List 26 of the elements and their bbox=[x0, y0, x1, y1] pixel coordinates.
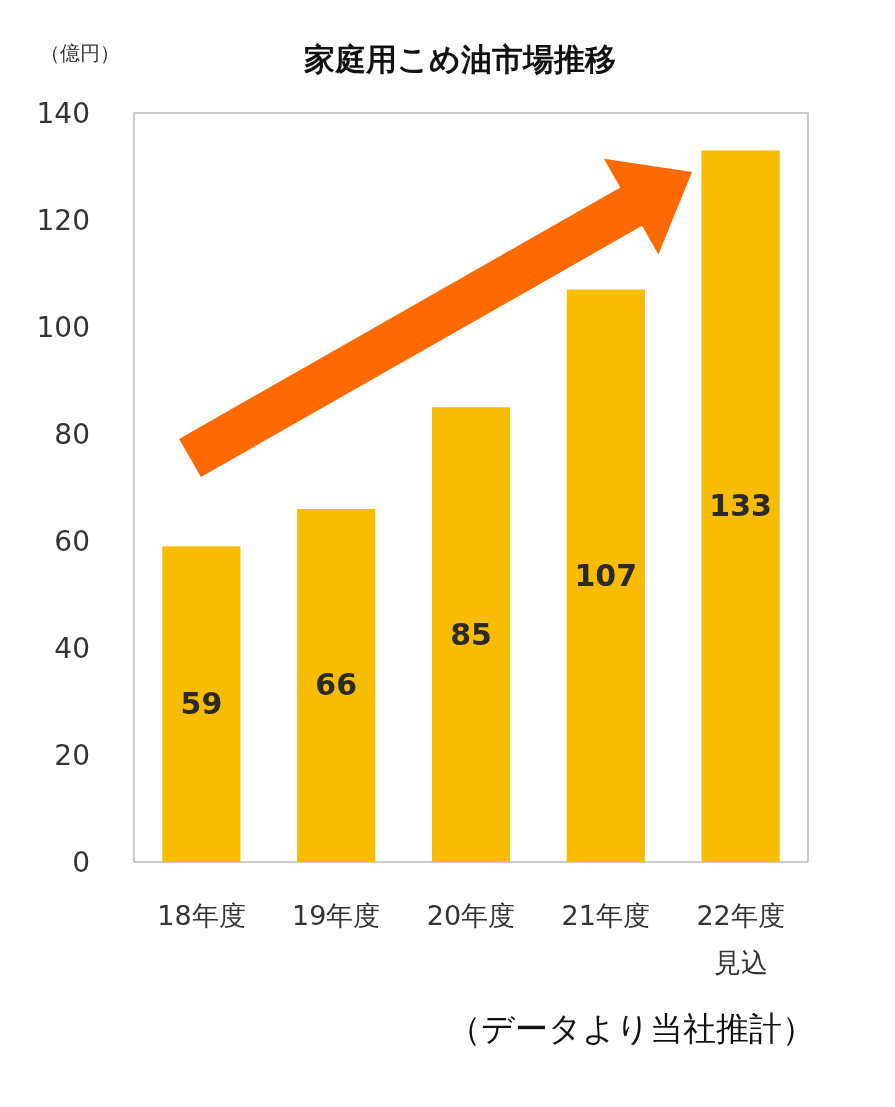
y-tick-label: 0 bbox=[72, 846, 90, 879]
bar bbox=[701, 150, 780, 862]
y-axis-title: （億円） bbox=[40, 41, 120, 65]
y-tick-label: 60 bbox=[54, 525, 90, 558]
data-label: 59 bbox=[180, 686, 223, 722]
x-tick-label: 18年度 bbox=[157, 900, 246, 931]
x-tick-label: 19年度 bbox=[292, 900, 381, 931]
x-tick-label: 20年度 bbox=[426, 900, 516, 931]
x-tick-label: 21年度 bbox=[561, 900, 650, 931]
y-tick-label: 100 bbox=[36, 311, 90, 344]
data-label: 133 bbox=[709, 488, 772, 524]
x-tick-label: 22年度見込 bbox=[696, 900, 785, 979]
text: （データより当社推計） bbox=[448, 1009, 815, 1048]
bar bbox=[162, 546, 241, 862]
y-tick-label: 140 bbox=[36, 97, 90, 130]
data-label: 66 bbox=[315, 667, 358, 703]
bar bbox=[431, 407, 511, 862]
data-label: 85 bbox=[450, 616, 492, 652]
bar bbox=[566, 289, 645, 862]
data-label: 107 bbox=[574, 557, 638, 593]
chart-title: 家庭用こめ油市場推移 bbox=[304, 41, 616, 77]
bar bbox=[297, 508, 376, 862]
y-tick-label: 20 bbox=[54, 739, 90, 772]
y-tick-label: 80 bbox=[54, 418, 90, 451]
y-tick-label: 120 bbox=[36, 204, 90, 237]
y-tick-label: 40 bbox=[54, 632, 90, 665]
